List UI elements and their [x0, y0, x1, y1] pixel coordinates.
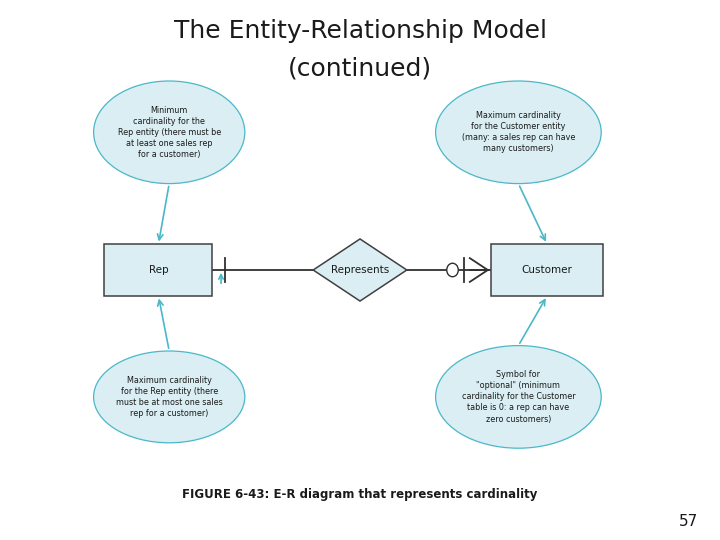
- Text: Customer: Customer: [522, 265, 572, 275]
- Text: Maximum cardinality
for the Customer entity
(many: a sales rep can have
many cus: Maximum cardinality for the Customer ent…: [462, 111, 575, 153]
- Text: Rep: Rep: [148, 265, 168, 275]
- Polygon shape: [313, 239, 407, 301]
- Text: The Entity-Relationship Model: The Entity-Relationship Model: [174, 19, 546, 43]
- FancyBboxPatch shape: [104, 244, 212, 296]
- Text: Symbol for
"optional" (minimum
cardinality for the Customer
table is 0: a rep ca: Symbol for "optional" (minimum cardinali…: [462, 370, 575, 423]
- Text: FIGURE 6-43: E-R diagram that represents cardinality: FIGURE 6-43: E-R diagram that represents…: [182, 488, 538, 501]
- FancyBboxPatch shape: [491, 244, 603, 296]
- Ellipse shape: [436, 81, 601, 184]
- Text: Minimum
cardinality for the
Rep entity (there must be
at least one sales rep
for: Minimum cardinality for the Rep entity (…: [117, 106, 221, 159]
- Text: Maximum cardinality
for the Rep entity (there
must be at most one sales
rep for : Maximum cardinality for the Rep entity (…: [116, 376, 222, 418]
- Text: 57: 57: [679, 514, 698, 529]
- Ellipse shape: [446, 263, 458, 276]
- Ellipse shape: [94, 351, 245, 443]
- Text: (continued): (continued): [288, 57, 432, 80]
- Text: Represents: Represents: [331, 265, 389, 275]
- Ellipse shape: [436, 346, 601, 448]
- Ellipse shape: [94, 81, 245, 184]
